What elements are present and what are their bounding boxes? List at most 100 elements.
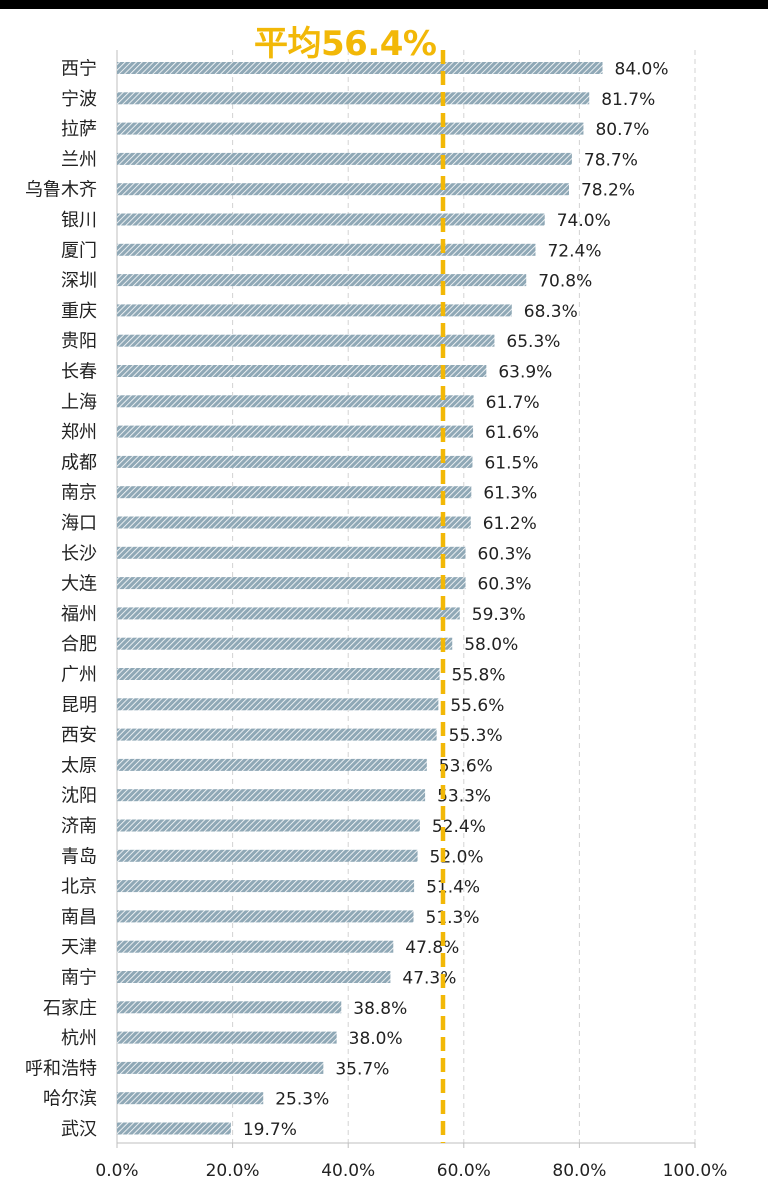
category-label: 重庆 bbox=[61, 301, 97, 322]
bar bbox=[117, 304, 512, 317]
bar bbox=[117, 940, 394, 953]
category-label: 南宁 bbox=[61, 968, 97, 989]
value-label: 70.8% bbox=[538, 272, 592, 292]
value-label: 55.6% bbox=[450, 696, 504, 716]
bar bbox=[117, 607, 460, 620]
value-label: 52.4% bbox=[432, 817, 486, 837]
category-label: 长春 bbox=[61, 362, 97, 383]
category-label: 拉萨 bbox=[61, 119, 97, 140]
bar bbox=[117, 1001, 342, 1014]
bar bbox=[117, 1031, 337, 1044]
value-label: 53.6% bbox=[439, 756, 493, 776]
bar bbox=[117, 334, 495, 347]
bar bbox=[117, 62, 603, 74]
bar bbox=[117, 516, 471, 529]
bar bbox=[117, 546, 466, 559]
bar bbox=[117, 122, 584, 135]
bar bbox=[117, 880, 415, 893]
bar bbox=[117, 819, 420, 832]
category-label: 太原 bbox=[61, 755, 97, 776]
bar bbox=[117, 849, 418, 862]
grid-lines bbox=[116, 50, 696, 1148]
value-label: 58.0% bbox=[464, 635, 518, 655]
bar bbox=[117, 1061, 324, 1074]
category-label: 南昌 bbox=[61, 907, 97, 928]
bar bbox=[117, 213, 545, 226]
bar bbox=[117, 455, 473, 468]
value-labels: 84.0% 81.7% 80.7% 78.7% 78.2% 74.0% 72.4% 70.8%… bbox=[243, 60, 669, 1141]
category-label: 长沙 bbox=[61, 543, 97, 564]
category-label: 厦门 bbox=[61, 240, 97, 261]
bar bbox=[117, 425, 474, 438]
bar bbox=[117, 910, 414, 923]
bars bbox=[117, 62, 603, 1135]
category-label: 宁波 bbox=[61, 89, 97, 110]
category-label: 福州 bbox=[61, 604, 97, 625]
value-label: 81.7% bbox=[601, 90, 655, 110]
value-label: 60.3% bbox=[478, 544, 532, 564]
category-label: 银川 bbox=[61, 210, 97, 231]
x-tick-label: 40.0% bbox=[321, 1161, 375, 1181]
bar bbox=[117, 668, 440, 680]
category-label: 北京 bbox=[61, 877, 97, 898]
category-label: 深圳 bbox=[61, 271, 97, 292]
value-label: 61.5% bbox=[484, 453, 538, 473]
x-tick-label: 60.0% bbox=[437, 1161, 491, 1181]
value-label: 63.9% bbox=[498, 363, 552, 383]
bar bbox=[117, 92, 590, 105]
bar bbox=[117, 698, 439, 711]
category-label: 呼和浩特 bbox=[25, 1058, 97, 1079]
value-label: 78.7% bbox=[584, 150, 638, 170]
value-label: 80.7% bbox=[595, 120, 649, 140]
value-label: 51.4% bbox=[426, 878, 480, 898]
top-border bbox=[0, 0, 768, 9]
bar bbox=[117, 243, 536, 256]
category-label: 成都 bbox=[61, 452, 97, 473]
value-label: 84.0% bbox=[615, 60, 669, 80]
bar bbox=[117, 728, 437, 741]
value-label: 72.4% bbox=[547, 241, 601, 261]
category-label: 郑州 bbox=[61, 422, 97, 443]
category-label: 贵阳 bbox=[61, 331, 97, 352]
x-axis-tick-labels: 0.0% 20.0% 40.0% 60.0% 80.0% 100.0% bbox=[95, 1161, 727, 1181]
value-label: 60.3% bbox=[478, 575, 532, 595]
bar bbox=[117, 183, 569, 196]
bar bbox=[117, 1122, 231, 1135]
category-label: 上海 bbox=[61, 392, 97, 413]
value-label: 51.3% bbox=[426, 908, 480, 928]
value-label: 61.3% bbox=[483, 484, 537, 504]
category-label: 乌鲁木齐 bbox=[25, 180, 97, 201]
x-tick-label: 100.0% bbox=[663, 1161, 728, 1181]
category-label: 天津 bbox=[61, 937, 97, 958]
category-label: 西宁 bbox=[61, 59, 97, 80]
bar bbox=[117, 152, 572, 165]
value-label: 61.2% bbox=[483, 514, 537, 534]
bar bbox=[117, 365, 487, 377]
value-label: 61.7% bbox=[486, 393, 540, 413]
bar bbox=[117, 789, 426, 802]
value-label: 65.3% bbox=[506, 332, 560, 352]
value-label: 25.3% bbox=[275, 1090, 329, 1110]
bar bbox=[117, 577, 466, 590]
category-label: 合肥 bbox=[61, 634, 97, 655]
value-label: 59.3% bbox=[472, 605, 526, 625]
bar bbox=[117, 971, 391, 983]
value-label: 61.6% bbox=[485, 423, 539, 443]
category-label: 大连 bbox=[61, 574, 97, 595]
category-label: 杭州 bbox=[61, 1028, 97, 1049]
value-label: 52.0% bbox=[430, 847, 484, 867]
value-label: 53.3% bbox=[437, 787, 491, 807]
x-tick-label: 0.0% bbox=[95, 1161, 138, 1181]
category-labels: 西宁宁波拉萨兰州乌鲁木齐银川厦门深圳重庆贵阳长春上海郑州成都南京海口长沙大连福州… bbox=[25, 59, 97, 1141]
bar bbox=[117, 274, 527, 287]
average-label: 平均56.4% bbox=[254, 24, 437, 64]
value-label: 47.3% bbox=[402, 969, 456, 989]
category-label: 石家庄 bbox=[43, 998, 97, 1019]
x-tick-label: 20.0% bbox=[206, 1161, 260, 1181]
value-label: 19.7% bbox=[243, 1120, 297, 1140]
bar bbox=[117, 486, 472, 499]
category-label: 武汉 bbox=[61, 1119, 97, 1140]
value-label: 55.3% bbox=[449, 726, 503, 746]
category-label: 西安 bbox=[61, 725, 97, 746]
